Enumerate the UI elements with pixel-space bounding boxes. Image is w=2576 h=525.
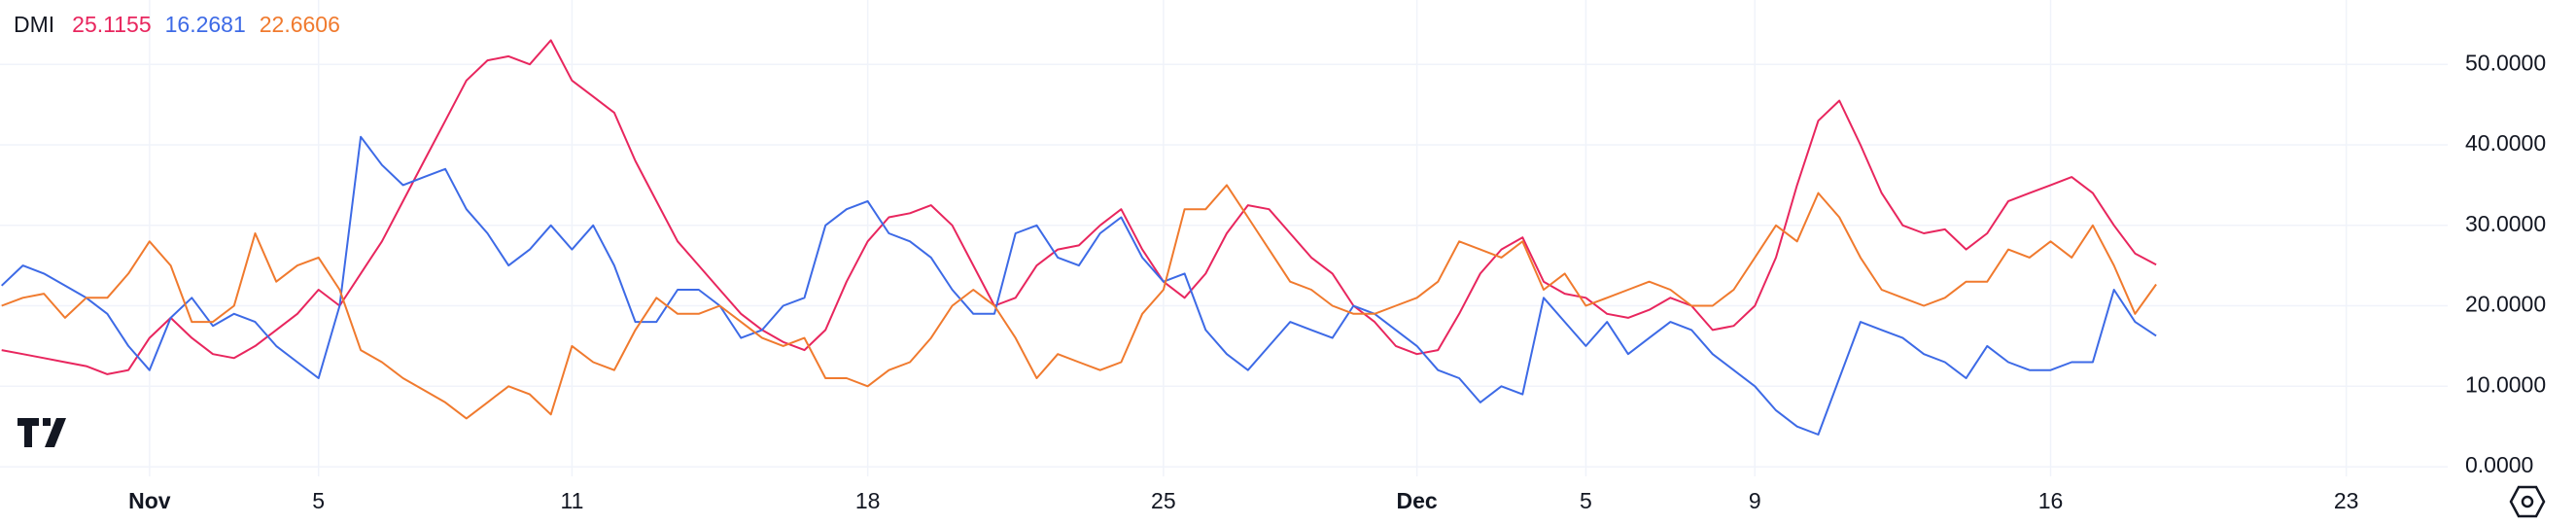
x-tick-label: 18 <box>855 488 881 513</box>
tv-logo <box>17 418 66 447</box>
y-tick-label: 0.0000 <box>2465 452 2533 477</box>
legend-title: DMI <box>14 12 54 37</box>
y-tick-label: 50.0000 <box>2465 50 2546 75</box>
y-tick-label: 30.0000 <box>2465 211 2546 236</box>
x-tick-label: 25 <box>1151 488 1176 513</box>
x-tick-label: 5 <box>1580 488 1592 513</box>
dmi-line <box>1 135 2157 436</box>
grid <box>0 0 2448 476</box>
x-tick-label: Nov <box>128 488 171 513</box>
y-tick-label: 40.0000 <box>2465 130 2546 156</box>
y-tick-label: 20.0000 <box>2465 292 2546 317</box>
x-tick-label: 5 <box>312 488 325 513</box>
dmi-line <box>1 39 2157 375</box>
legend-value: 22.6606 <box>260 12 340 37</box>
settings-icon[interactable] <box>2509 485 2546 518</box>
x-tick-label: 9 <box>1749 488 1761 513</box>
x-tick-label: 23 <box>2334 488 2359 513</box>
x-tick-label: Dec <box>1397 488 1438 513</box>
dmi-line <box>1 184 2157 420</box>
x-tick-label: 16 <box>2038 488 2064 513</box>
y-tick-label: 10.0000 <box>2465 371 2546 397</box>
legend-value: 16.2681 <box>165 12 246 37</box>
x-tick-label: 11 <box>560 488 583 513</box>
legend-value: 25.1155 <box>72 12 151 37</box>
